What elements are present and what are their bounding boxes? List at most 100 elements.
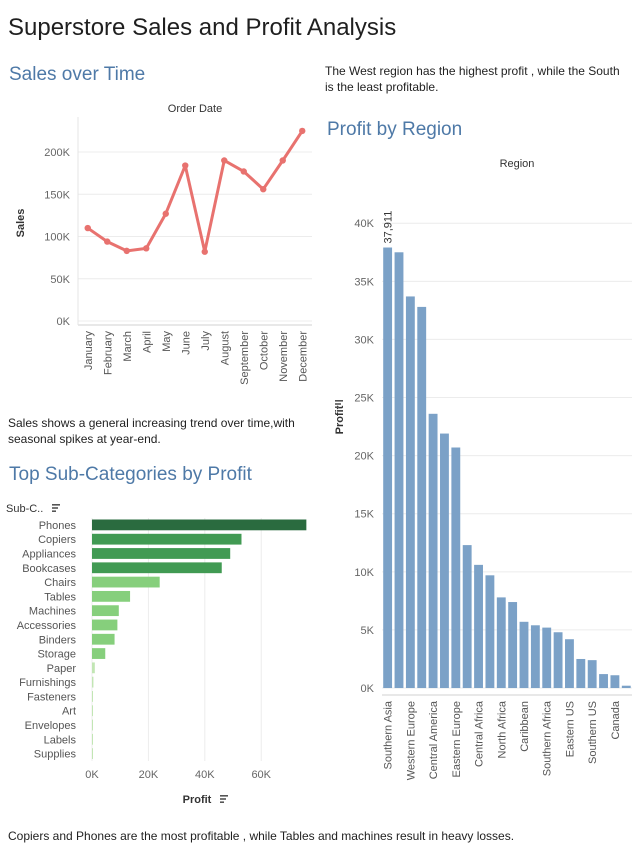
region-y-tick-label: 15K xyxy=(354,509,374,521)
subcategory-bar-art[interactable] xyxy=(92,705,93,717)
sales-point-january[interactable] xyxy=(84,224,91,232)
region-x-tick-label: Caribbean xyxy=(519,701,531,752)
subcategory-bar-accessories[interactable] xyxy=(92,619,118,631)
region-y-tick-label: 40K xyxy=(354,218,374,230)
region-bar[interactable] xyxy=(519,621,529,689)
subcategory-label: Accessories xyxy=(17,620,77,632)
sales-y-tick-label: 200K xyxy=(44,147,70,159)
region-bar[interactable] xyxy=(599,674,608,689)
subcategory-label: Tables xyxy=(44,591,76,603)
subcategory-bar-tables[interactable] xyxy=(92,590,131,602)
subcategory-label: Labels xyxy=(44,734,77,746)
subcategory-x-tick-label: 0K xyxy=(85,769,99,781)
sales-point-november[interactable] xyxy=(279,157,286,164)
sales-line-chart: Order Date Sales 0K 50K 100K 150K 200K January F… xyxy=(15,103,312,385)
subcategory-bar-binders[interactable] xyxy=(92,633,115,645)
subcategory-label: Paper xyxy=(47,663,77,675)
sales-point-march[interactable] xyxy=(123,247,130,255)
subcategory-header-sort-icon[interactable] xyxy=(52,504,60,512)
subcategory-bar-appliances[interactable] xyxy=(92,548,231,559)
region-bar[interactable] xyxy=(496,597,506,689)
subcategory-label: Envelopes xyxy=(25,720,77,732)
region-x-tick-label: Southern US xyxy=(587,701,599,764)
region-bar[interactable] xyxy=(485,575,495,689)
sales-point-april[interactable] xyxy=(143,245,150,252)
region-bar[interactable] xyxy=(417,306,427,689)
region-y-tick-label: 0K xyxy=(361,683,375,695)
subcategory-label: Bookcases xyxy=(22,563,76,575)
subcategory-label: Phones xyxy=(39,520,77,532)
region-bar[interactable] xyxy=(405,296,415,689)
sales-y-tick-label: 100K xyxy=(44,232,70,244)
region-bar[interactable] xyxy=(451,447,461,689)
region-note: The West region has the highest profit ,… xyxy=(325,64,620,94)
subcategory-bar-fasteners[interactable] xyxy=(92,691,93,702)
region-x-tick-label: Canada xyxy=(610,700,622,739)
region-x-axis-title: Region xyxy=(500,158,535,170)
sales-x-tick-label: March xyxy=(122,331,134,362)
subcategory-label: Binders xyxy=(39,634,77,646)
region-bar[interactable] xyxy=(428,413,438,689)
region-bar[interactable] xyxy=(565,639,574,689)
region-y-tick-label: 10K xyxy=(354,567,374,579)
sales-point-june[interactable] xyxy=(182,162,189,169)
region-bar[interactable] xyxy=(587,660,597,689)
region-bar[interactable] xyxy=(462,545,472,689)
subcategory-bar-envelopes[interactable] xyxy=(92,719,93,731)
region-bar[interactable] xyxy=(440,433,449,689)
subcategory-bar-phones[interactable] xyxy=(92,519,307,531)
sales-point-september[interactable] xyxy=(240,168,247,175)
dashboard-title: Superstore Sales and Profit Analysis xyxy=(8,14,397,41)
region-x-tick-label: Central Africa xyxy=(474,700,486,767)
subcategory-bar-machines[interactable] xyxy=(92,605,119,617)
subcategory-x-tick-label: 40K xyxy=(195,769,215,781)
region-chart-title: Profit by Region xyxy=(327,119,463,140)
subcategory-note: Copiers and Phones are the most profitab… xyxy=(8,829,515,843)
subcategory-bar-labels[interactable] xyxy=(92,733,93,745)
subcategory-label: Appliances xyxy=(22,548,76,560)
subcategory-bar-furnishings[interactable] xyxy=(92,676,94,688)
region-sort-icon[interactable] xyxy=(335,400,343,408)
subcategory-bar-storage[interactable] xyxy=(92,648,106,659)
region-bar[interactable] xyxy=(508,602,518,689)
subcategory-bar-chart: Sub-C.. 0K 20K 40K 60K Phones Copiers Appliance… xyxy=(6,503,307,806)
sales-point-july[interactable] xyxy=(201,248,208,255)
region-bar-chart: Region Profit 0K 5K 10K 15K 20K 25K 30K 35K 40K 37,… xyxy=(334,158,632,780)
sales-x-tick-label: September xyxy=(239,331,251,385)
subcategory-label: Machines xyxy=(29,606,77,618)
sales-x-tick-label: February xyxy=(102,331,114,376)
sales-y-tick-label: 0K xyxy=(57,316,71,328)
sales-point-august[interactable] xyxy=(221,157,228,164)
region-y-tick-label: 25K xyxy=(354,393,374,405)
region-bar[interactable] xyxy=(530,625,540,689)
sales-point-february[interactable] xyxy=(104,238,111,245)
sales-point-december[interactable] xyxy=(299,127,306,135)
sales-y-tick-label: 150K xyxy=(44,189,70,201)
subcategory-label: Chairs xyxy=(44,577,76,589)
region-bar[interactable] xyxy=(610,675,620,689)
subcategory-profit-sort-icon[interactable] xyxy=(220,795,228,803)
sales-point-may[interactable] xyxy=(162,210,169,217)
region-bar[interactable] xyxy=(474,564,483,689)
subcategory-x-axis-title: Profit xyxy=(183,794,212,806)
region-bar[interactable] xyxy=(621,685,631,689)
subcategory-bar-paper[interactable] xyxy=(92,662,95,674)
region-x-tick-label: Central America xyxy=(428,700,440,779)
region-bar[interactable] xyxy=(553,632,563,689)
subcategory-bar-bookcases[interactable] xyxy=(92,562,222,574)
region-x-tick-label: Southern Asia xyxy=(383,700,395,769)
region-x-tick-label: North Africa xyxy=(496,700,508,758)
subcategory-label: Supplies xyxy=(34,749,77,761)
subcategory-bar-supplies[interactable] xyxy=(92,748,93,759)
subcategory-bar-chairs[interactable] xyxy=(92,576,160,588)
region-bar[interactable] xyxy=(394,252,404,689)
sales-note: Sales shows a general increasing trend o… xyxy=(8,416,295,446)
subcategory-bar-copiers[interactable] xyxy=(92,533,242,545)
sales-point-october[interactable] xyxy=(260,186,267,193)
sales-x-tick-label: November xyxy=(278,331,290,382)
region-y-tick-label: 20K xyxy=(354,451,374,463)
region-bar[interactable] xyxy=(576,658,586,689)
region-bar[interactable] xyxy=(383,247,393,689)
region-bar[interactable] xyxy=(542,627,552,689)
region-y-tick-label: 30K xyxy=(354,334,374,346)
